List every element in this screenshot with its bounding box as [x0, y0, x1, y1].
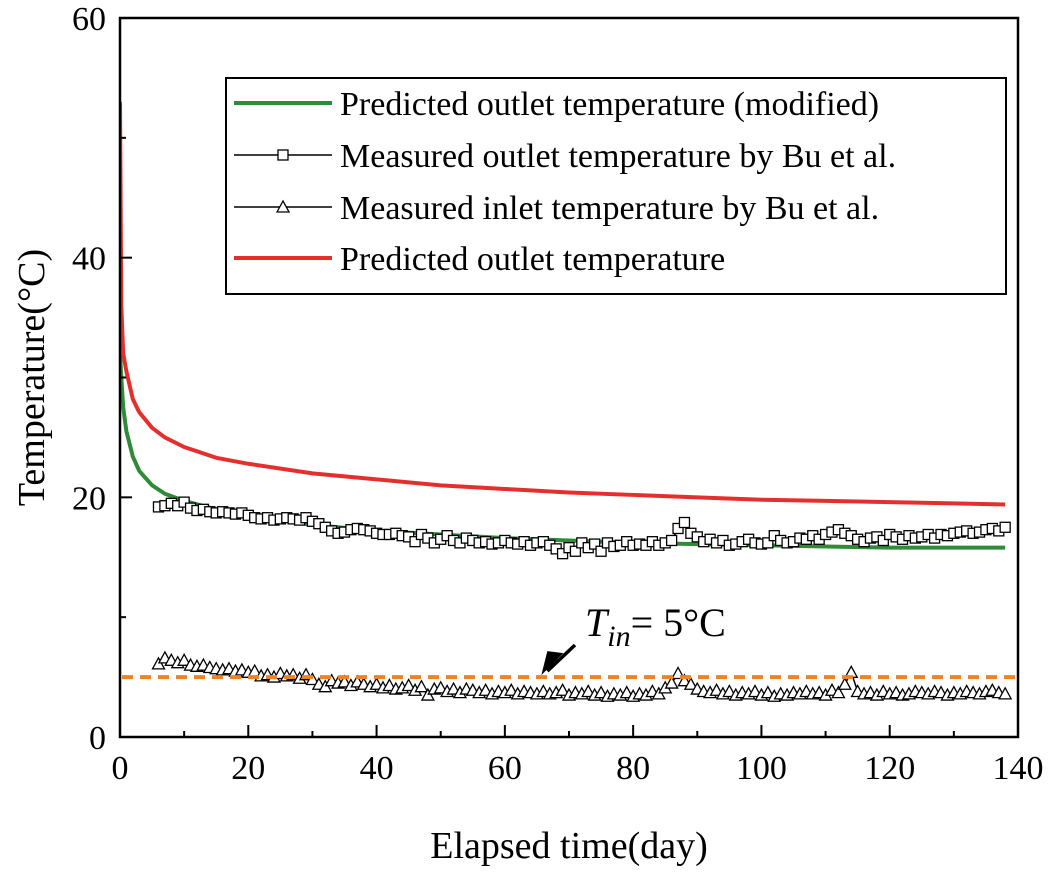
- data-point: [446, 681, 461, 695]
- data-point: [569, 545, 582, 557]
- data-point: [177, 652, 192, 666]
- legend-item-3: Measured inlet temperature by Bu et al.: [234, 190, 879, 227]
- x-tick-label: 40: [360, 750, 394, 787]
- x-tick-label: 60: [488, 750, 522, 787]
- series-2: [152, 496, 1011, 560]
- data-point: [478, 682, 493, 696]
- data-point: [665, 534, 678, 547]
- data-point: [678, 516, 691, 529]
- x-tick-label: 80: [616, 750, 650, 787]
- data-point: [619, 685, 634, 699]
- x-tick-label: 140: [993, 750, 1044, 787]
- data-point: [555, 682, 570, 696]
- x-tick-label: 100: [736, 750, 787, 787]
- y-tick-label: 0: [89, 720, 106, 757]
- data-point: [178, 496, 190, 508]
- legend-marker: [275, 199, 291, 213]
- y-tick-label: 20: [72, 480, 106, 517]
- legend-label: Predicted outlet temperature: [340, 241, 725, 278]
- data-point: [382, 678, 397, 692]
- data-point: [747, 684, 763, 698]
- data-point: [414, 679, 429, 693]
- data-point: [672, 522, 684, 535]
- data-point: [677, 673, 692, 687]
- data-point: [709, 682, 724, 696]
- data-point: [581, 684, 596, 698]
- annotation-arrow-shaft: [546, 643, 577, 673]
- x-tick-label: 20: [231, 750, 265, 787]
- data-point: [837, 676, 852, 690]
- series-4: [120, 101, 1006, 507]
- legend-label: Measured outlet temperature by Bu et al.: [340, 138, 896, 175]
- data-point: [831, 685, 846, 699]
- y-tick-label: 60: [72, 1, 106, 38]
- data-point: [433, 680, 448, 694]
- legend-item-2: Measured outlet temperature by Bu et al.: [234, 138, 896, 175]
- series-3: [151, 650, 1013, 702]
- legend-box: [225, 77, 1007, 295]
- legend-label: Measured inlet temperature by Bu et al.: [340, 190, 879, 227]
- data-point: [589, 538, 601, 550]
- data-point: [409, 536, 421, 548]
- data-point: [401, 678, 416, 692]
- data-point: [760, 685, 775, 699]
- x-axis-title: Elapsed time(day): [430, 825, 708, 867]
- annotation-arrow-head: [541, 651, 564, 676]
- y-axis-title: Temperature(°C): [11, 249, 53, 506]
- legend-label: Predicted outlet temperature (modified): [340, 86, 879, 123]
- data-point: [556, 548, 569, 560]
- data-point: [593, 685, 609, 699]
- data-point: [504, 682, 519, 696]
- data-point: [337, 674, 352, 688]
- legend-item-1: Predicted outlet temperature (modified): [234, 86, 879, 123]
- legend-marker: [277, 149, 289, 161]
- x-tick-label: 0: [112, 750, 129, 787]
- data-point: [595, 545, 607, 557]
- series-line-4: [120, 101, 1006, 507]
- data-point: [664, 675, 679, 689]
- data-point: [683, 676, 698, 690]
- annotation-label: Tin= 5°C: [585, 600, 726, 653]
- data-point: [877, 534, 889, 547]
- data-point: [369, 676, 384, 690]
- data-point: [762, 537, 774, 549]
- data-point: [999, 521, 1011, 533]
- data-point: [722, 684, 737, 698]
- legend-item-4: Predicted outlet temperature: [234, 241, 725, 278]
- data-point: [998, 686, 1013, 700]
- y-tick-label: 40: [72, 241, 106, 278]
- x-tick-label: 120: [864, 750, 915, 787]
